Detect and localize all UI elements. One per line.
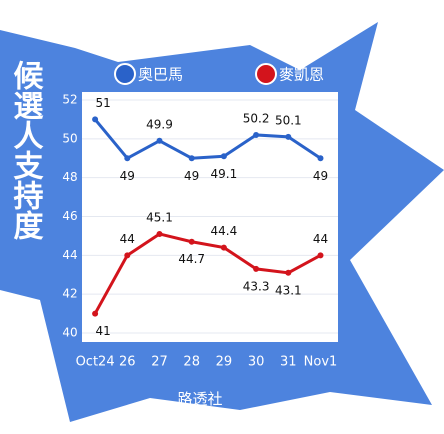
data-point xyxy=(220,244,227,251)
data-label: 49.1 xyxy=(211,167,238,181)
x-tick-label: 26 xyxy=(119,355,136,370)
data-label: 44 xyxy=(120,232,135,246)
data-label: 43.3 xyxy=(243,279,270,293)
data-point xyxy=(253,131,260,138)
legend-icon xyxy=(114,63,136,85)
data-point xyxy=(285,269,292,276)
source: 路透社 xyxy=(177,390,222,408)
x-tick-label: 28 xyxy=(183,355,200,370)
data-label: 44 xyxy=(313,232,328,246)
x-tick-label: Nov1 xyxy=(304,355,338,370)
data-point xyxy=(92,310,99,317)
x-tick-label: 29 xyxy=(216,355,233,370)
data-point xyxy=(317,155,324,162)
data-label: 43.1 xyxy=(275,283,302,297)
series-line xyxy=(93,118,322,161)
y-tick-label: 42 xyxy=(62,287,77,301)
x-tick-label: 30 xyxy=(248,355,265,370)
y-tick-label: 46 xyxy=(62,209,77,223)
data-label: 50.1 xyxy=(275,113,302,127)
data-point xyxy=(124,252,131,259)
legend-icon xyxy=(255,63,277,85)
data-label: 45.1 xyxy=(146,210,173,224)
y-tick-label: 50 xyxy=(62,131,77,145)
data-point xyxy=(156,137,163,144)
data-point xyxy=(285,133,292,140)
x-tick-label: 31 xyxy=(280,355,297,370)
data-label: 44.7 xyxy=(178,252,205,266)
x-tick-label: 27 xyxy=(151,355,168,370)
data-label: 49 xyxy=(184,169,199,183)
legend-label: 麥凱恩 xyxy=(279,66,324,84)
y-tick-label: 52 xyxy=(62,93,77,107)
data-point xyxy=(92,116,99,123)
data-point xyxy=(317,252,324,259)
data-label: 49 xyxy=(313,169,328,183)
data-point xyxy=(188,155,195,162)
x-tick-label: Oct24 xyxy=(76,355,115,370)
series-line xyxy=(93,232,322,315)
data-label: 51 xyxy=(95,96,110,110)
data-point xyxy=(220,153,227,160)
data-point xyxy=(188,238,195,245)
data-label: 44.4 xyxy=(211,224,238,238)
data-point xyxy=(156,230,163,237)
y-tick-label: 40 xyxy=(62,326,77,340)
data-point xyxy=(124,155,131,162)
data-label: 41 xyxy=(95,324,110,338)
data-label: 49 xyxy=(120,169,135,183)
legend-label: 奧巴馬 xyxy=(138,66,183,84)
data-point xyxy=(253,265,260,272)
y-tick-label: 48 xyxy=(62,170,77,184)
y-tick-label: 44 xyxy=(62,248,77,262)
chart-title: 候選人支持度 xyxy=(8,60,44,241)
data-label: 49.9 xyxy=(146,117,173,131)
data-label: 50.2 xyxy=(243,111,270,125)
